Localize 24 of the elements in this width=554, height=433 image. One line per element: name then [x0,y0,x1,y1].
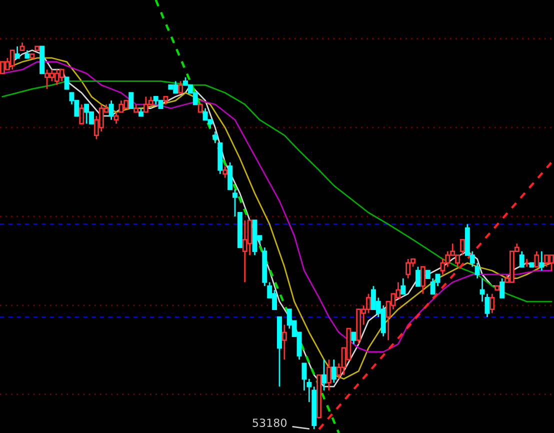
candlestick [326,358,332,392]
candlestick [519,250,524,268]
candlestick [14,46,20,59]
candlestick [228,162,232,190]
candlestick [322,358,326,392]
candlestick [232,188,238,218]
candlestick [539,250,544,272]
candlestick [222,166,228,179]
candlestick [128,92,134,109]
candlestick [64,76,70,90]
candlestick [415,266,420,287]
annotation: 53180 [252,418,287,427]
candlestick [534,250,540,268]
candlestick [108,100,114,121]
candlestick [420,266,426,295]
candlestick [500,278,505,298]
candlestick [178,80,184,94]
candlestick [282,324,287,360]
candlestick [400,278,406,295]
candlestick [79,104,84,124]
candlestick [490,293,495,314]
candlestick [460,239,465,256]
candlestick [331,358,336,384]
candlestick [351,332,356,345]
